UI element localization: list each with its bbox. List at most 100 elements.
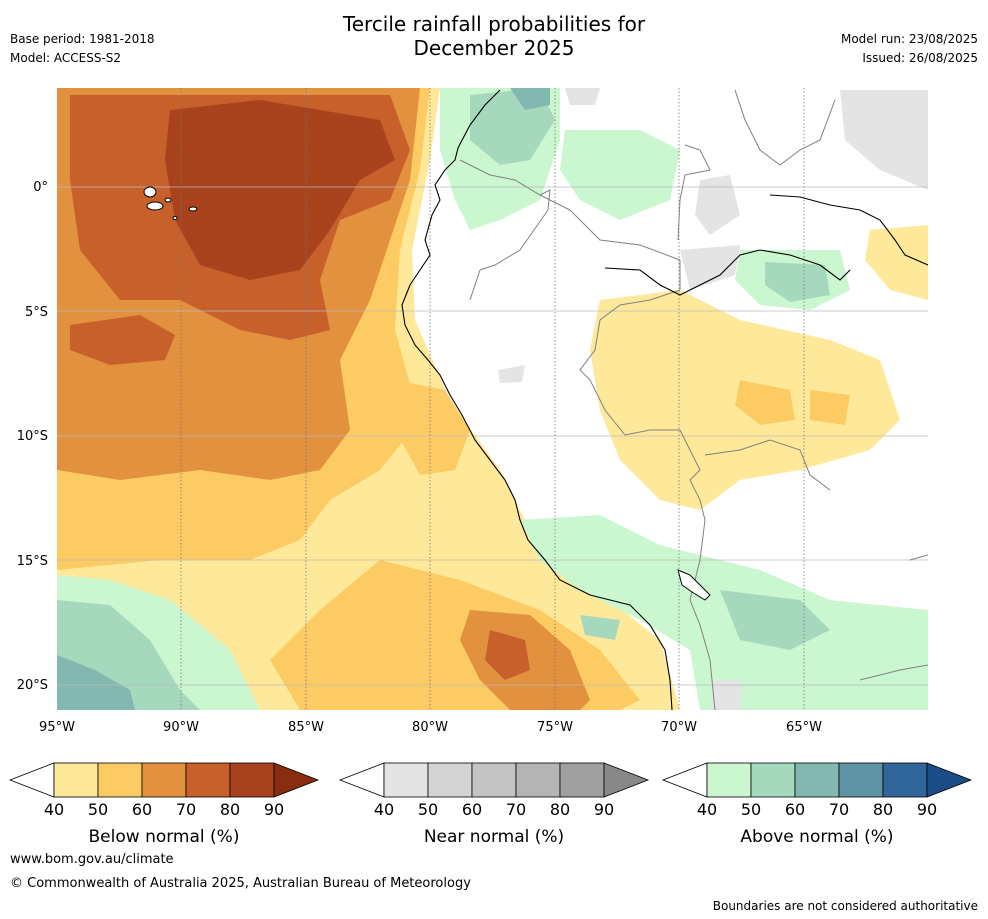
- above-normal-colorbar-tick: 40: [697, 800, 717, 819]
- lat-label-5s: 5°S: [25, 305, 48, 320]
- near-normal-colorbar-min-extend: [338, 762, 385, 798]
- title-line-1: Tercile rainfall probabilities for: [342, 12, 646, 36]
- above-normal-colorbar-max-extend: [926, 762, 973, 798]
- above-normal-50-amazon: [765, 262, 830, 302]
- above-normal-40-se: [520, 515, 928, 710]
- below-normal-70-south: [485, 630, 530, 680]
- below-normal-colorbar-tick: 60: [132, 800, 152, 819]
- below-normal-colorbar-tick: 90: [264, 800, 284, 819]
- footer-disclaimer: Boundaries are not considered authoritat…: [712, 899, 978, 913]
- below-normal-colorbar-segment: [185, 762, 231, 798]
- above-normal-colorbar-tick: 80: [873, 800, 893, 819]
- near-normal-40-north3: [565, 88, 600, 105]
- above-normal-40-colombia: [560, 130, 680, 220]
- below-normal-50-coast: [395, 380, 470, 475]
- below-normal-colorbar-segment: [141, 762, 187, 798]
- lat-label-0: 0°: [33, 180, 48, 195]
- near-normal-40-north: [840, 90, 928, 190]
- above-normal-colorbar-tick: 70: [829, 800, 849, 819]
- below-normal-colorbar-min-extend: [8, 762, 55, 798]
- footer-copyright: © Commonwealth of Australia 2025, Austra…: [10, 876, 471, 891]
- above-normal-60-north: [510, 88, 550, 110]
- map-title: Tercile rainfall probabilities for Decem…: [0, 12, 988, 60]
- below-normal-colorbar: 40 50 60 70 80 90 Below normal (%): [8, 762, 320, 847]
- below-normal-40-ne: [865, 225, 928, 300]
- below-normal-70-west: [70, 315, 175, 365]
- near-normal-colorbar-segment: [427, 762, 473, 798]
- colorbars: 40 50 60 70 80 90 Below normal (%) 40 50 60 70 80 90…: [8, 762, 973, 847]
- near-normal-colorbar-tick: 90: [594, 800, 614, 819]
- above-normal-colorbar-min-extend: [661, 762, 708, 798]
- below-normal-colorbar-tick: 50: [88, 800, 108, 819]
- above-normal-colorbar: 40 50 60 70 80 90 Above normal (%): [661, 762, 973, 847]
- map-area: [57, 88, 928, 710]
- coastline: [401, 89, 928, 710]
- above-normal-colorbar-segment: [838, 762, 884, 798]
- near-normal-colorbar-segment: [471, 762, 517, 798]
- lon-label-85w: 85°W: [288, 720, 324, 735]
- below-normal-80-ocean: [165, 100, 395, 280]
- title-line-2: December 2025: [413, 36, 575, 60]
- below-normal-50-land: [735, 380, 795, 425]
- below-normal-colorbar-segment: [97, 762, 143, 798]
- lon-label-80w: 80°W: [412, 720, 448, 735]
- near-normal-colorbar-tick: 50: [418, 800, 438, 819]
- longitude-gridlines: [180, 88, 805, 710]
- below-normal-colorbar-max-extend: [273, 762, 320, 798]
- below-normal-colorbar-title: Below normal (%): [89, 827, 240, 847]
- near-normal-40-amazon: [680, 245, 740, 290]
- near-normal-40-se: [712, 680, 742, 710]
- below-normal-colorbar-segment: [53, 762, 99, 798]
- above-normal-colorbar-segment: [882, 762, 928, 798]
- lon-label-95w: 95°W: [39, 720, 75, 735]
- model-run: Model run: 23/08/2025: [840, 32, 978, 46]
- base-period: Base period: 1981-2018: [10, 32, 155, 46]
- above-normal-50-se2: [580, 615, 620, 640]
- above-normal-colorbar-segment: [750, 762, 796, 798]
- near-normal-colorbar-segment: [559, 762, 605, 798]
- country-borders: [459, 89, 928, 710]
- meta-right: Model run: 23/08/2025 Issued: 26/08/2025: [841, 32, 978, 70]
- above-normal-colorbar-segment: [706, 762, 752, 798]
- near-normal-colorbar-tick: 40: [374, 800, 394, 819]
- model-name: Model: ACCESS-S2: [10, 51, 122, 65]
- near-normal-colorbar-tick: 70: [506, 800, 526, 819]
- below-normal-colorbar-tick: 70: [176, 800, 196, 819]
- near-normal-colorbar-tick: 80: [550, 800, 570, 819]
- above-normal-50-se: [720, 590, 830, 650]
- above-normal-colorbar-tick: 60: [785, 800, 805, 819]
- above-normal-colorbar-tick: 90: [917, 800, 937, 819]
- above-normal-60-sw: [57, 655, 135, 710]
- below-normal-colorbar-tick: 40: [44, 800, 64, 819]
- lon-label-75w: 75°W: [537, 720, 573, 735]
- galapagos-islands: [143, 186, 198, 220]
- below-normal-colorbar-tick: 80: [220, 800, 240, 819]
- latitude-labels: 0° 5°S 10°S 15°S 20°S: [17, 180, 48, 693]
- footer-url[interactable]: www.bom.gov.au/climate: [10, 852, 174, 867]
- meta-left: Base period: 1981-2018 Model: ACCESS-S2: [10, 32, 155, 70]
- near-normal-40-north2: [695, 175, 740, 235]
- latitude-gridlines: [57, 186, 928, 686]
- lat-label-10s: 10°S: [17, 429, 48, 444]
- lon-label-70w: 70°W: [661, 720, 697, 735]
- near-normal-colorbar-segment: [383, 762, 429, 798]
- near-normal-40-peru: [498, 365, 525, 383]
- lon-label-65w: 65°W: [786, 720, 822, 735]
- above-normal-colorbar-title: Above normal (%): [740, 827, 893, 847]
- lat-label-20s: 20°S: [17, 678, 48, 693]
- above-normal-colorbar-segment: [794, 762, 840, 798]
- above-normal-colorbar-tick: 50: [741, 800, 761, 819]
- near-normal-colorbar-max-extend: [603, 762, 650, 798]
- lon-label-90w: 90°W: [163, 720, 199, 735]
- lat-label-15s: 15°S: [17, 554, 48, 569]
- below-normal-50-land2: [810, 390, 850, 425]
- near-normal-colorbar: 40 50 60 70 80 90 Near normal (%): [338, 762, 650, 847]
- lake-titicaca: [677, 569, 711, 601]
- longitude-labels: 95°W 90°W 85°W 80°W 75°W 70°W 65°W: [39, 720, 822, 735]
- near-normal-colorbar-segment: [515, 762, 561, 798]
- below-normal-colorbar-segment: [229, 762, 275, 798]
- issued-date: Issued: 26/08/2025: [862, 51, 978, 65]
- near-normal-colorbar-title: Near normal (%): [424, 827, 564, 847]
- near-normal-colorbar-tick: 60: [462, 800, 482, 819]
